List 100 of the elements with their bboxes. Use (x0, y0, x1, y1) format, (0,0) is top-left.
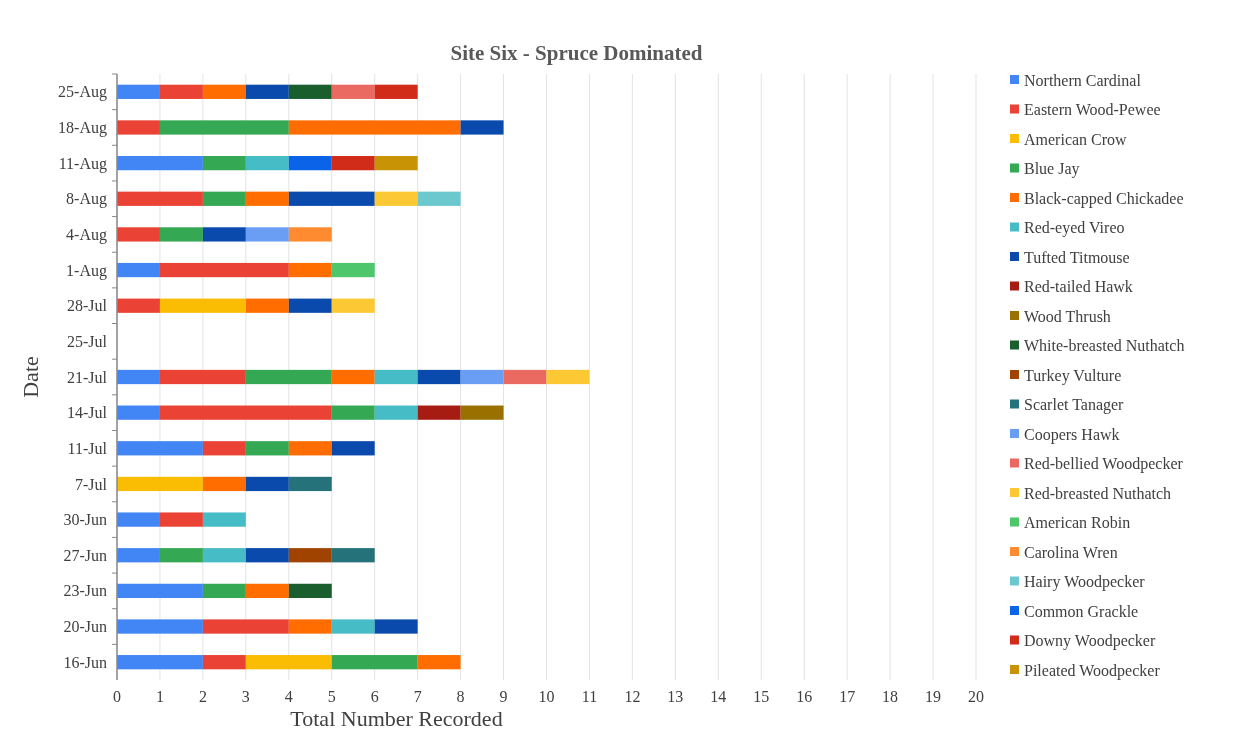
bar (374, 155, 418, 171)
y-tick-label: 11-Jul (67, 439, 108, 457)
bar (288, 583, 332, 599)
y-tick-label: 28-Jul (67, 297, 108, 315)
legend-label: Wood Thrush (1024, 307, 1111, 325)
bar (202, 155, 246, 171)
x-tick-label: 3 (241, 688, 250, 705)
x-tick-label: 10 (538, 688, 555, 705)
bar (159, 548, 203, 563)
x-tick-label: 11 (581, 688, 598, 705)
y-tick-label: 4-Aug (66, 226, 107, 245)
bar (202, 227, 246, 242)
legend-label: Red-eyed Vireo (1024, 219, 1125, 238)
legend-label: American Crow (1024, 130, 1128, 148)
legend-label: Red-bellied Woodpecker (1024, 455, 1184, 474)
bar (202, 84, 246, 99)
x-tick-label: 12 (624, 688, 641, 705)
bar (374, 619, 418, 634)
bar (374, 405, 418, 420)
bar (159, 369, 246, 385)
legend-label: Red-breasted Nuthatch (1024, 484, 1172, 502)
bar (288, 191, 375, 206)
legend-label: Blue Jay (1024, 160, 1080, 179)
bar (331, 262, 375, 278)
y-tick-label: 25-Jul (67, 332, 108, 350)
x-tick-label: 6 (370, 688, 379, 705)
bar (417, 369, 461, 385)
y-tick-label: 11-Aug (58, 154, 107, 173)
bar (202, 619, 289, 634)
bar (288, 227, 332, 242)
bar (417, 655, 461, 670)
x-tick-label: 9 (499, 688, 508, 705)
y-tick-label: 23-Jun (63, 582, 107, 600)
bar (202, 583, 246, 599)
x-tick-label: 4 (284, 688, 293, 705)
bar (331, 155, 375, 171)
legend-label: Carolina Wren (1024, 543, 1118, 561)
bar (202, 476, 246, 492)
legend-label: Tufted Titmouse (1024, 248, 1130, 266)
y-tick-label: 27-Jun (63, 546, 107, 564)
legend-label: Northern Cardinal (1024, 71, 1142, 89)
x-tick-label: 16 (796, 688, 813, 705)
y-tick-label: 18-Aug (58, 119, 107, 138)
y-tick-label: 16-Jun (63, 653, 107, 671)
bar (460, 120, 504, 135)
bar (460, 405, 504, 420)
x-tick-label: 14 (710, 688, 727, 705)
bar (159, 84, 203, 99)
x-tick-label: 7 (413, 688, 422, 705)
bar (117, 155, 203, 171)
bar (331, 548, 375, 563)
bar (245, 191, 289, 206)
x-tick-label: 17 (839, 688, 856, 705)
bar (245, 227, 289, 242)
x-tick-label: 5 (327, 688, 336, 705)
bar (374, 369, 418, 385)
bar (245, 84, 289, 99)
bar (117, 227, 160, 242)
bar (245, 476, 289, 492)
legend-label: Scarlet Tanager (1024, 396, 1125, 415)
x-tick-label: 0 (113, 688, 121, 705)
bar (417, 405, 461, 420)
y-tick-label: 25-Aug (58, 83, 107, 102)
bar (245, 369, 332, 385)
bar (331, 619, 375, 634)
legend-label: Coopers Hawk (1024, 425, 1120, 444)
legend-label: Turkey Vulture (1024, 366, 1122, 385)
bar (288, 155, 332, 171)
bar (117, 583, 203, 599)
bar (331, 441, 375, 456)
bar (117, 441, 203, 456)
bar (159, 227, 203, 242)
bar (202, 655, 246, 670)
bar (159, 120, 289, 135)
bar (117, 619, 203, 634)
x-tick-label: 8 (456, 688, 465, 705)
x-tick-label: 1 (155, 688, 164, 705)
bar (117, 512, 160, 527)
bar (159, 298, 246, 313)
bar (159, 512, 203, 527)
bar (202, 548, 246, 563)
y-tick-label: 14-Jul (67, 404, 108, 422)
bar (331, 405, 375, 420)
bar (202, 191, 246, 206)
bar (288, 262, 332, 278)
bar (374, 191, 418, 206)
bar (460, 369, 504, 385)
y-tick-label: 7-Jul (75, 475, 108, 493)
y-tick-label: 21-Jul (67, 368, 108, 386)
x-tick-label: 19 (925, 688, 942, 705)
bar (117, 476, 203, 492)
bar (159, 262, 289, 278)
bar (117, 84, 160, 99)
bar (245, 655, 332, 670)
bar (288, 441, 332, 456)
legend-label: Red-tailed Hawk (1024, 278, 1133, 296)
bar (331, 369, 375, 385)
x-tick-label: 13 (667, 688, 684, 705)
y-axis-title: Date (18, 356, 43, 398)
chart-title: Site Six - Spruce Dominated (450, 41, 703, 65)
